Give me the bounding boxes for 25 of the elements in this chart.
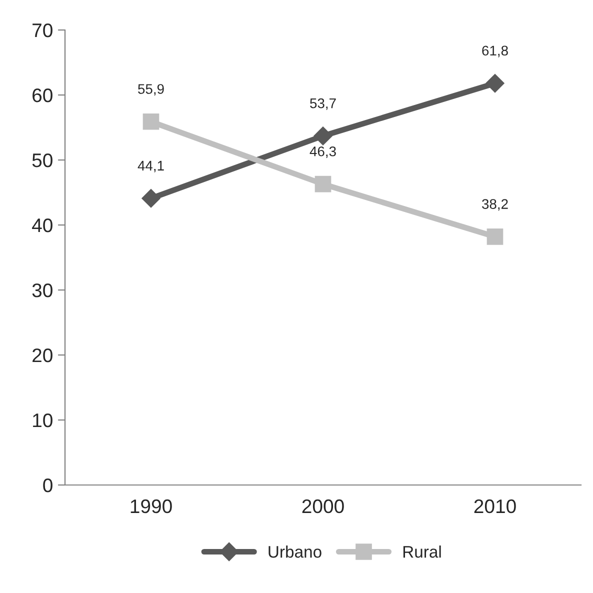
legend-label: Urbano [268, 546, 322, 558]
data-label: 38,2 [482, 199, 508, 211]
point [314, 176, 332, 192]
point [486, 74, 504, 93]
data-label: 46,3 [310, 146, 336, 158]
data-label: 53,7 [310, 98, 336, 110]
point [314, 126, 332, 146]
point [486, 228, 504, 245]
y-tick-label: 20 [32, 348, 52, 362]
y-tick-label: 60 [32, 88, 52, 102]
y-tick-label: 40 [32, 218, 52, 232]
x-tick-label: 1990 [130, 499, 172, 514]
point [142, 188, 160, 208]
point [142, 113, 160, 130]
x-tick-label: 2010 [474, 499, 516, 514]
data-label: 44,1 [138, 160, 164, 172]
x-tick-label: 2000 [302, 499, 344, 514]
y-tick-label: 10 [33, 413, 52, 428]
y-tick-label: 50 [32, 153, 52, 168]
legend-label: Rural [403, 546, 441, 558]
y-tick-label: 70 [32, 23, 52, 38]
y-tick-label: 30 [32, 283, 52, 298]
data-label: 55,9 [138, 84, 164, 96]
data-label: 61,8 [482, 46, 508, 58]
y-tick-label: 0 [43, 478, 52, 492]
